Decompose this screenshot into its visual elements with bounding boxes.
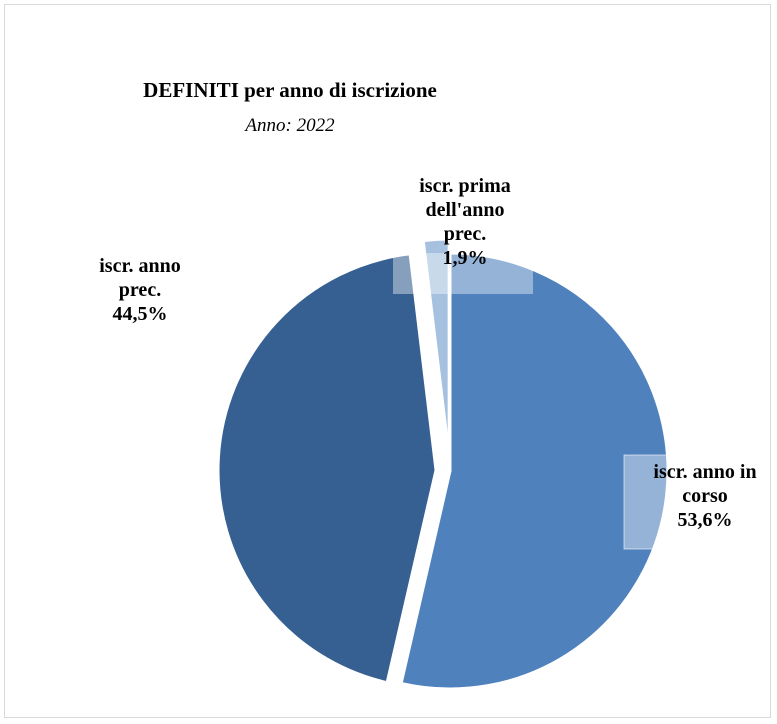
slice-label-1-value: 44,5% bbox=[112, 303, 168, 325]
slice-label-2-value: 1,9% bbox=[442, 247, 488, 269]
pie-slice-1 bbox=[216, 252, 438, 685]
chart-subtitle: Anno: 2022 bbox=[245, 115, 335, 136]
slice-label-1-line-2: prec. bbox=[118, 279, 162, 301]
slice-label-0-value: 53,6% bbox=[677, 509, 733, 531]
slice-label-1: iscr. anno prec. 44,5% bbox=[60, 254, 220, 326]
slice-label-2: iscr. prima dell'anno prec. 1,9% bbox=[390, 174, 540, 270]
slice-label-0: iscr. anno in corso 53,6% bbox=[620, 460, 777, 532]
slice-label-2-line-2: dell'anno bbox=[425, 199, 505, 221]
slice-label-2-line-1: iscr. prima bbox=[419, 175, 511, 197]
chart-title: DEFINITI per anno di iscrizione bbox=[143, 78, 437, 102]
slice-label-2-line-3: prec. bbox=[443, 223, 487, 245]
label-box-0 bbox=[623, 454, 681, 550]
slice-label-0-line-2: corso bbox=[682, 485, 728, 507]
chart-frame bbox=[4, 4, 771, 718]
slice-label-1-line-1: iscr. anno bbox=[99, 255, 181, 277]
pie-slice-0 bbox=[399, 251, 670, 691]
pie-slice-2 bbox=[421, 237, 451, 458]
slice-label-0-line-1: iscr. anno in bbox=[653, 461, 757, 483]
label-box-2 bbox=[393, 253, 533, 294]
